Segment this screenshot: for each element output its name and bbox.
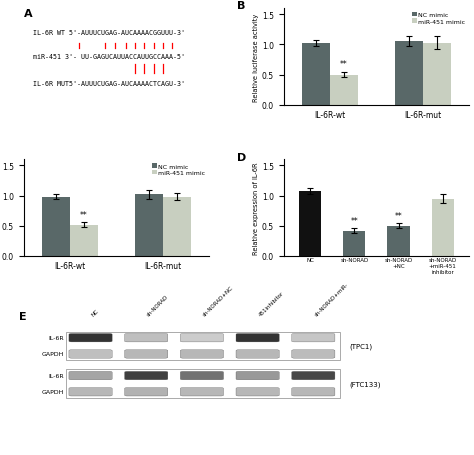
Bar	[330, 76, 358, 106]
Text: (FTC133): (FTC133)	[349, 380, 381, 387]
Bar	[387, 226, 410, 257]
Bar	[163, 197, 191, 257]
Text: E: E	[19, 311, 27, 321]
Text: **: **	[80, 210, 88, 219]
Legend: NC mimic, miR-451 mimic: NC mimic, miR-451 mimic	[411, 12, 466, 25]
FancyBboxPatch shape	[69, 372, 112, 380]
FancyBboxPatch shape	[292, 350, 335, 359]
Text: miR-451 3'- UU-GAGUCAUUACCAUUGCCAAA-5': miR-451 3'- UU-GAGUCAUUACCAUUGCCAAA-5'	[33, 54, 185, 60]
Bar	[302, 43, 330, 106]
FancyBboxPatch shape	[125, 334, 168, 342]
Text: B: B	[237, 1, 246, 11]
Text: GAPDH: GAPDH	[41, 389, 64, 394]
Text: IL-6R MUT5'-AUUUCUGAG-AUCAAAACTCAGU-3': IL-6R MUT5'-AUUUCUGAG-AUCAAAACTCAGU-3'	[33, 81, 185, 87]
Text: 451inhibitor: 451inhibitor	[258, 290, 285, 317]
Text: A: A	[24, 9, 32, 19]
Legend: NC mimic, miR-451 mimic: NC mimic, miR-451 mimic	[151, 163, 206, 177]
Text: IL-6R: IL-6R	[48, 373, 64, 378]
FancyBboxPatch shape	[236, 334, 279, 342]
FancyBboxPatch shape	[125, 388, 168, 396]
FancyBboxPatch shape	[292, 334, 335, 342]
FancyBboxPatch shape	[236, 350, 279, 359]
FancyBboxPatch shape	[180, 372, 224, 380]
FancyBboxPatch shape	[180, 350, 224, 359]
Text: sh-NORAD+NC: sh-NORAD+NC	[202, 285, 234, 317]
Bar	[135, 195, 163, 257]
Text: **: **	[395, 211, 402, 220]
FancyBboxPatch shape	[292, 388, 335, 396]
FancyBboxPatch shape	[236, 372, 279, 380]
Text: (TPC1): (TPC1)	[349, 343, 372, 349]
FancyBboxPatch shape	[292, 372, 335, 380]
Bar	[299, 192, 321, 257]
FancyBboxPatch shape	[125, 372, 168, 380]
Bar	[66, 332, 340, 360]
Bar	[70, 225, 98, 257]
FancyBboxPatch shape	[125, 350, 168, 359]
Y-axis label: Relative expression of IL-6R: Relative expression of IL-6R	[253, 162, 259, 254]
Text: D: D	[237, 152, 246, 162]
Bar	[42, 197, 70, 257]
Bar	[432, 199, 454, 257]
Text: IL-6R: IL-6R	[48, 335, 64, 340]
Y-axis label: Relative luciferase activity: Relative luciferase activity	[253, 13, 259, 101]
Text: **: **	[340, 61, 348, 69]
FancyBboxPatch shape	[69, 388, 112, 396]
Text: sh-NORAD: sh-NORAD	[146, 294, 170, 317]
Bar	[66, 369, 340, 398]
FancyBboxPatch shape	[180, 334, 224, 342]
Text: sh-NORAD+miR-: sh-NORAD+miR-	[313, 282, 349, 317]
FancyBboxPatch shape	[69, 334, 112, 342]
Bar	[423, 43, 451, 106]
FancyBboxPatch shape	[69, 350, 112, 359]
Text: GAPDH: GAPDH	[41, 352, 64, 357]
Text: NC: NC	[91, 308, 100, 317]
Text: **: **	[350, 216, 358, 225]
FancyBboxPatch shape	[236, 388, 279, 396]
Text: IL-6R WT 5'-AUUUCUGAG-AUCAAAACGGUUU-3': IL-6R WT 5'-AUUUCUGAG-AUCAAAACGGUUU-3'	[33, 30, 185, 36]
Bar	[395, 41, 423, 106]
FancyBboxPatch shape	[180, 388, 224, 396]
Bar	[343, 231, 365, 257]
